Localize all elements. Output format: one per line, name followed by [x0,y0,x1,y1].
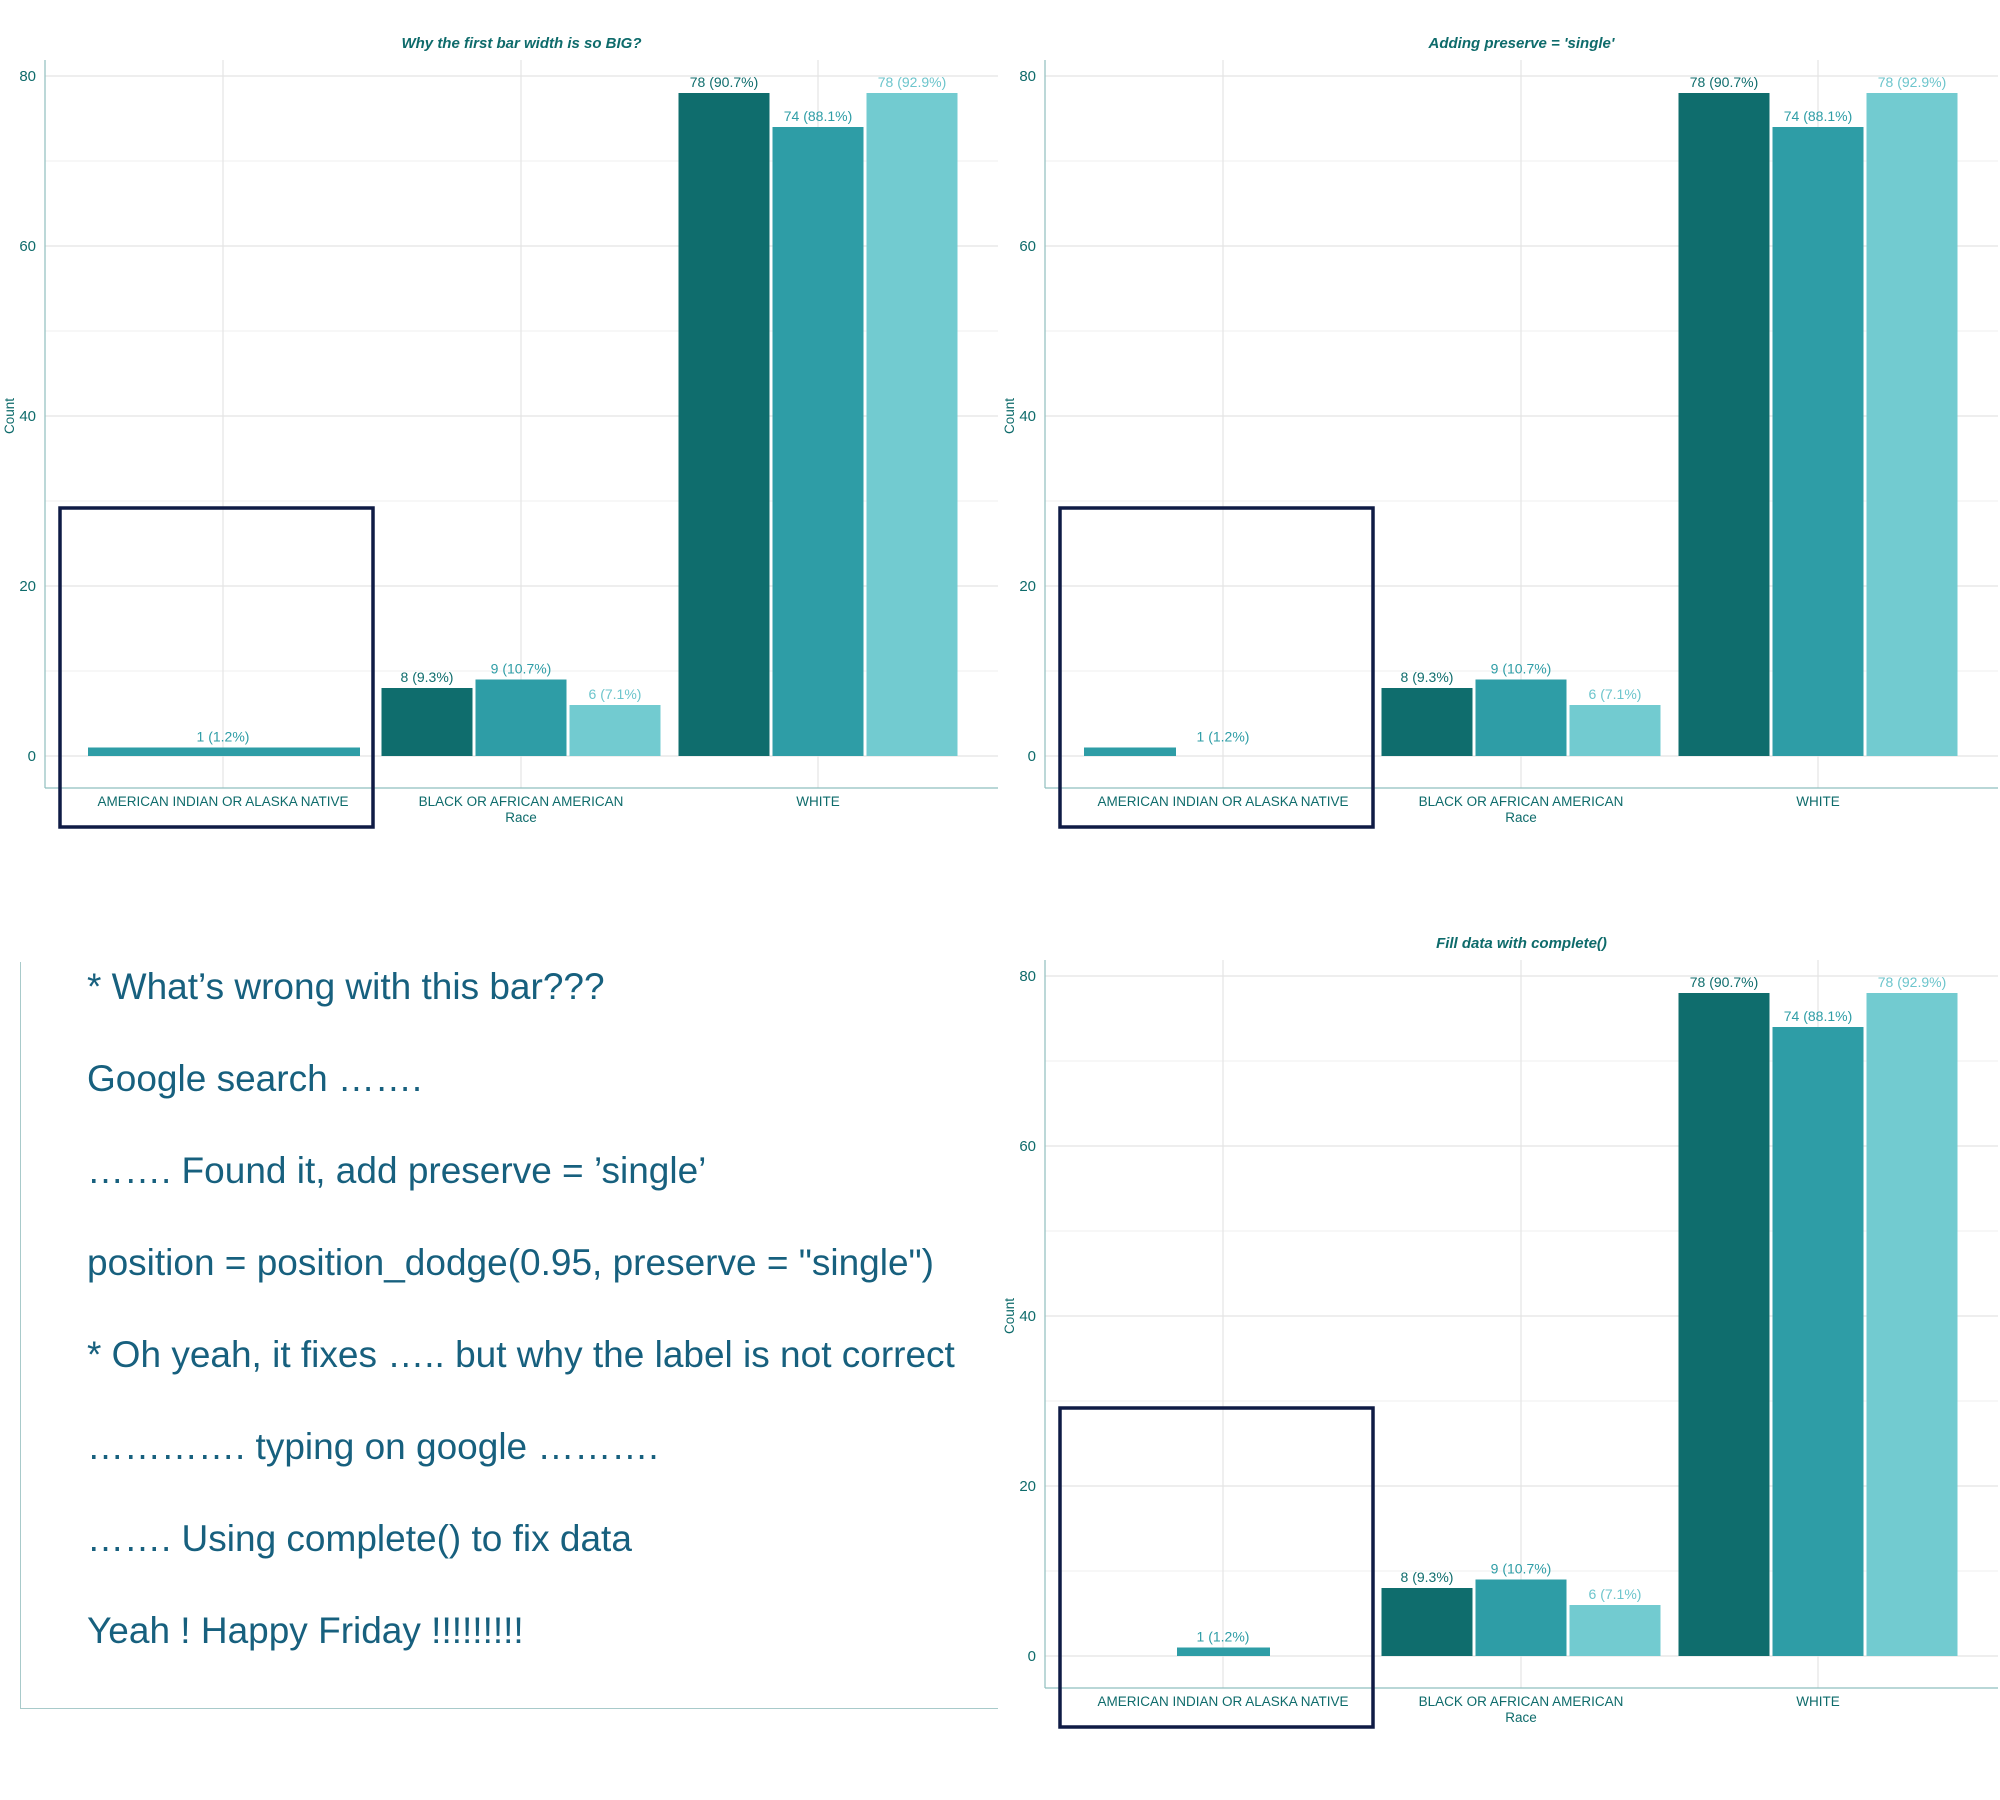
y-tick-label: 20 [1019,1478,1036,1495]
bar [1678,993,1770,1656]
bar-value-label: 8 (9.3%) [1401,669,1454,685]
bar [1475,679,1567,756]
y-axis-title: Count [1002,1298,1017,1334]
bar [88,747,360,756]
x-tick-label: BLACK OR AFRICAN AMERICAN [419,794,624,809]
y-tick-label: 80 [1019,68,1036,85]
bar-value-label: 74 (88.1%) [1784,1008,1852,1024]
y-tick-label: 80 [1019,968,1036,985]
bar [1772,127,1864,756]
bar [569,705,661,756]
x-axis-title: Race [1505,810,1537,825]
bar [1678,93,1770,756]
x-tick-label: BLACK OR AFRICAN AMERICAN [1419,1694,1624,1709]
x-tick-label: AMERICAN INDIAN OR ALASKA NATIVE [1097,1694,1348,1709]
chart-title: Why the first bar width is so BIG? [401,35,641,52]
y-tick-label: 40 [19,408,36,425]
bar [475,679,567,756]
y-tick-label: 0 [28,748,36,765]
bar-value-label: 6 (7.1%) [1589,1586,1642,1602]
note-line: position = position_dodge(0.95, preserve… [87,1242,934,1283]
bar-value-label: 78 (92.9%) [1878,974,1946,990]
x-tick-label: WHITE [796,794,840,809]
note-line: ……. Using complete() to fix data [87,1518,632,1559]
bar-value-label: 78 (90.7%) [1690,74,1758,90]
notes-panel: * What’s wrong with this bar??? Google s… [20,962,998,1709]
bar [1381,1588,1473,1656]
x-tick-label: WHITE [1796,794,1840,809]
bar [381,688,473,756]
bar-value-label: 78 (90.7%) [1690,974,1758,990]
bar [1569,1605,1661,1656]
bar-value-label: 9 (10.7%) [1491,1561,1552,1577]
bar-chart: Why the first bar width is so BIG? 0 20 40 6… [2,35,998,829]
bar [678,93,770,756]
bar [1772,1027,1864,1656]
bar [1569,705,1661,756]
bar [1475,1579,1567,1656]
y-tick-label: 0 [1028,1648,1036,1665]
x-axis-title: Race [1505,1710,1537,1725]
bar-value-label: 8 (9.3%) [401,669,454,685]
bar-chart: Adding preserve = 'single' 0 20 40 60 80 Count… [1002,35,1998,829]
highlight-box [1058,1406,1375,1729]
bar-chart: Fill data with complete() 0 20 40 60 80 Count A… [1002,935,1998,1729]
bar-value-label: 9 (10.7%) [491,661,552,677]
y-axis-title: Count [2,398,17,434]
bar [1866,993,1958,1656]
bar-value-label: 74 (88.1%) [1784,108,1852,124]
bar-value-label: 74 (88.1%) [784,108,852,124]
bar-value-label: 8 (9.3%) [1401,1569,1454,1585]
x-tick-label: AMERICAN INDIAN OR ALASKA NATIVE [97,794,348,809]
y-tick-label: 0 [1028,748,1036,765]
x-tick-label: AMERICAN INDIAN OR ALASKA NATIVE [1097,794,1348,809]
bar [1084,747,1176,756]
y-tick-label: 60 [1019,238,1036,255]
bar-value-label: 9 (10.7%) [1491,661,1552,677]
chart-panel-width-problem: Why the first bar width is so BIG? 0 20 40 6… [0,0,1000,850]
bar-value-label: 6 (7.1%) [1589,686,1642,702]
chart-title: Fill data with complete() [1436,935,1607,952]
y-tick-label: 40 [1019,408,1036,425]
x-axis-title: Race [505,810,537,825]
bar [1381,688,1473,756]
highlight-box [58,506,375,829]
y-tick-label: 20 [1019,578,1036,595]
note-line: Yeah ! Happy Friday !!!!!!!!! [87,1610,524,1651]
note-line: Google search ……. [87,1058,423,1099]
note-line: …………. typing on google ………. [87,1426,659,1467]
y-tick-label: 60 [1019,1138,1036,1155]
bar-value-label: 1 (1.2%) [197,729,250,745]
y-tick-label: 60 [19,238,36,255]
y-tick-label: 80 [19,68,36,85]
y-axis-title: Count [1002,398,1017,434]
highlight-box [1058,506,1375,829]
bar [772,127,864,756]
bar [1177,1647,1270,1656]
chart-panel-preserve-single: Adding preserve = 'single' 0 20 40 60 80 Count… [1000,0,2000,850]
bar-value-label: 78 (90.7%) [690,74,758,90]
note-line: * Oh yeah, it fixes ….. but why the labe… [87,1334,955,1375]
chart-panel-complete: Fill data with complete() 0 20 40 60 80 Count A… [1000,900,2000,1750]
bar-value-label: 78 (92.9%) [1878,74,1946,90]
bar [866,93,958,756]
y-tick-label: 40 [1019,1308,1036,1325]
y-tick-label: 20 [19,578,36,595]
bar-value-label: 1 (1.2%) [1197,1629,1250,1645]
bar-value-label: 6 (7.1%) [589,686,642,702]
x-tick-label: WHITE [1796,1694,1840,1709]
x-tick-label: BLACK OR AFRICAN AMERICAN [1419,794,1624,809]
chart-title: Adding preserve = 'single' [1428,35,1615,52]
bar-value-label: 1 (1.2%) [1197,729,1250,745]
bar [1866,93,1958,756]
bar-value-label: 78 (92.9%) [878,74,946,90]
note-line: * What’s wrong with this bar??? [87,966,605,1007]
note-line: ……. Found it, add preserve = ’single’ [87,1150,707,1191]
